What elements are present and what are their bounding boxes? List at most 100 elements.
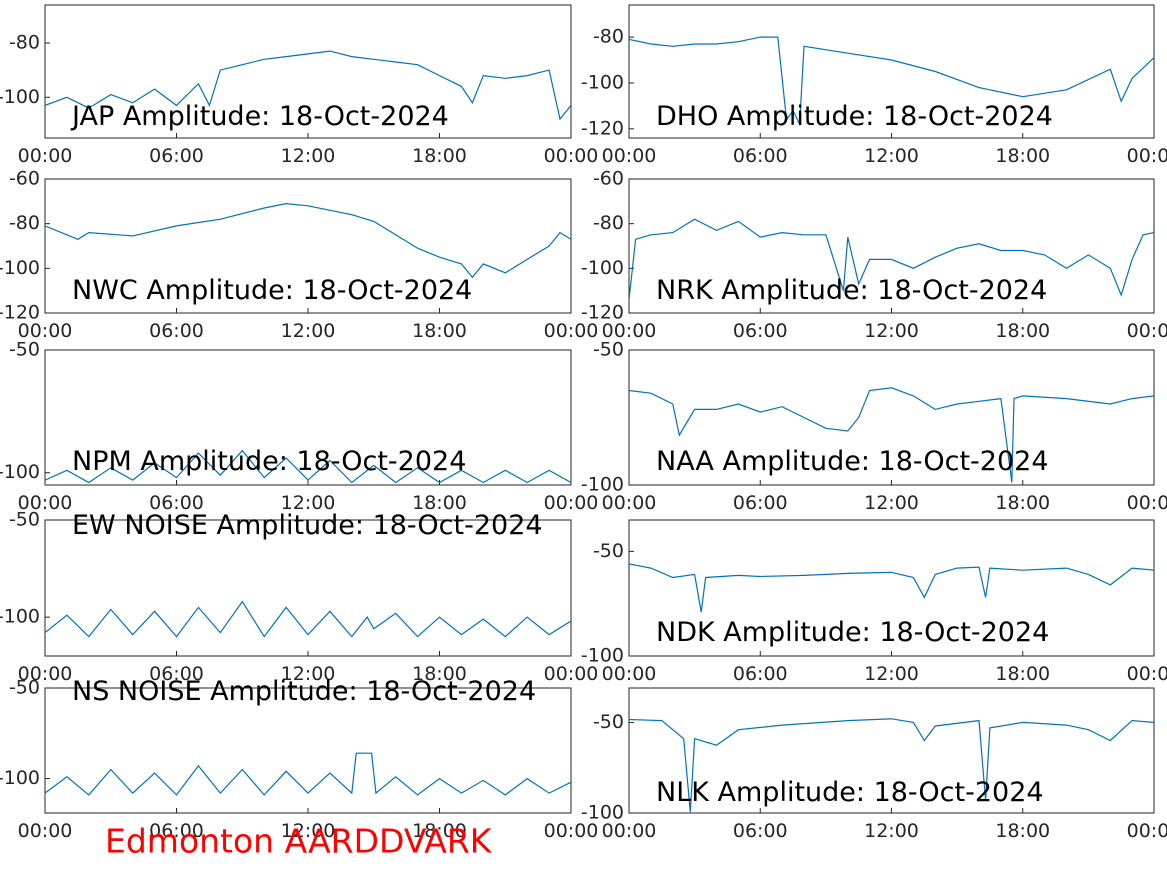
y-tick-label: -80 xyxy=(593,26,624,48)
x-tick-label: 00:00 xyxy=(602,663,657,685)
x-tick-label: 06:00 xyxy=(733,320,788,342)
x-tick-label: 00:00 xyxy=(1127,145,1167,167)
x-tick-label: 00:00 xyxy=(602,820,657,842)
panel-title: NDK Amplitude: 18-Oct-2024 xyxy=(656,617,1049,648)
y-tick-label: -100 xyxy=(0,461,40,483)
panel-title: NPM Amplitude: 18-Oct-2024 xyxy=(72,446,466,477)
x-tick-label: 00:00 xyxy=(1127,320,1167,342)
x-tick-label: 12:00 xyxy=(281,492,336,514)
panel-title: NLK Amplitude: 18-Oct-2024 xyxy=(656,777,1044,808)
panel-title: NAA Amplitude: 18-Oct-2024 xyxy=(656,446,1049,477)
x-tick-label: 12:00 xyxy=(281,663,336,685)
x-tick-label: 00:00 xyxy=(544,320,599,342)
panel-title: NWC Amplitude: 18-Oct-2024 xyxy=(72,275,472,306)
x-tick-label: 00:00 xyxy=(544,492,599,514)
x-tick-label: 12:00 xyxy=(864,820,919,842)
line-series xyxy=(629,718,1154,813)
x-tick-label: 18:00 xyxy=(995,320,1050,342)
x-tick-label: 06:00 xyxy=(149,145,204,167)
y-tick-label: -100 xyxy=(581,645,624,667)
axes-box xyxy=(628,178,1155,314)
y-tick-label: -50 xyxy=(9,339,40,361)
x-tick-label: 18:00 xyxy=(412,145,467,167)
panel-title: NRK Amplitude: 18-Oct-2024 xyxy=(656,275,1047,306)
x-tick-label: 18:00 xyxy=(995,663,1050,685)
x-tick-label: 12:00 xyxy=(864,145,919,167)
y-tick-label: -120 xyxy=(581,117,624,139)
x-tick-label: 18:00 xyxy=(412,820,467,842)
line-series xyxy=(629,36,1154,125)
x-tick-label: 12:00 xyxy=(281,820,336,842)
y-tick-label: -50 xyxy=(593,540,624,562)
x-tick-label: 00:00 xyxy=(1127,820,1167,842)
y-tick-label: -100 xyxy=(0,606,40,628)
line-series xyxy=(45,202,571,279)
axes-box xyxy=(628,519,1155,657)
x-tick-label: 00:00 xyxy=(544,820,599,842)
x-tick-label: 00:00 xyxy=(1127,492,1167,514)
x-tick-label: 06:00 xyxy=(733,663,788,685)
x-tick-label: 12:00 xyxy=(281,145,336,167)
y-tick-label: -80 xyxy=(593,212,624,234)
axes-box xyxy=(628,687,1155,814)
line-series xyxy=(45,752,571,796)
x-tick-label: 18:00 xyxy=(995,145,1050,167)
y-tick-label: -100 xyxy=(0,86,40,108)
x-tick-label: 18:00 xyxy=(412,320,467,342)
y-tick-label: -100 xyxy=(0,767,40,789)
x-tick-label: 06:00 xyxy=(733,820,788,842)
line-series xyxy=(629,387,1154,483)
x-tick-label: 06:00 xyxy=(149,492,204,514)
x-tick-label: 00:00 xyxy=(18,320,73,342)
y-tick-label: -50 xyxy=(9,509,40,531)
x-tick-label: 00:00 xyxy=(1127,663,1167,685)
axes-box xyxy=(44,4,572,139)
y-tick-label: -120 xyxy=(581,302,624,324)
axes-box xyxy=(628,349,1155,486)
x-tick-label: 00:00 xyxy=(18,145,73,167)
panel-title: NS NOISE Amplitude: 18-Oct-2024 xyxy=(72,676,536,707)
axes-box xyxy=(44,178,572,314)
axes-box xyxy=(44,519,572,657)
x-tick-label: 06:00 xyxy=(733,145,788,167)
y-tick-label: -60 xyxy=(593,168,624,190)
panel-title: JAP Amplitude: 18-Oct-2024 xyxy=(70,101,449,132)
x-tick-label: 12:00 xyxy=(864,320,919,342)
y-tick-label: -50 xyxy=(593,711,624,733)
x-tick-label: 06:00 xyxy=(149,663,204,685)
x-tick-label: 00:00 xyxy=(18,820,73,842)
y-tick-label: -60 xyxy=(9,168,40,190)
x-tick-label: 00:00 xyxy=(602,145,657,167)
x-tick-label: 18:00 xyxy=(412,492,467,514)
y-tick-label: -100 xyxy=(581,802,624,824)
x-tick-label: 00:00 xyxy=(602,492,657,514)
x-tick-label: 12:00 xyxy=(864,492,919,514)
x-tick-label: 18:00 xyxy=(995,492,1050,514)
y-tick-label: -100 xyxy=(581,257,624,279)
axes-box xyxy=(628,4,1155,139)
y-tick-label: -80 xyxy=(9,212,40,234)
x-tick-label: 00:00 xyxy=(18,663,73,685)
x-tick-label: 00:00 xyxy=(544,145,599,167)
y-tick-label: -50 xyxy=(9,677,40,699)
y-tick-label: -50 xyxy=(593,339,624,361)
line-series xyxy=(45,449,571,484)
x-tick-label: 06:00 xyxy=(733,492,788,514)
x-tick-label: 00:00 xyxy=(544,663,599,685)
y-tick-label: -100 xyxy=(581,474,624,496)
panel-title: DHO Amplitude: 18-Oct-2024 xyxy=(656,101,1053,132)
line-series xyxy=(629,563,1154,613)
x-tick-label: 18:00 xyxy=(995,820,1050,842)
x-tick-label: 12:00 xyxy=(864,663,919,685)
footer: Edmonton AARDDVARK xyxy=(105,822,493,861)
y-tick-label: -100 xyxy=(581,71,624,93)
line-series xyxy=(45,50,571,121)
line-series xyxy=(629,218,1154,300)
line-series xyxy=(45,600,571,638)
x-tick-label: 00:00 xyxy=(18,492,73,514)
y-tick-label: -120 xyxy=(0,302,40,324)
x-tick-label: 06:00 xyxy=(149,820,204,842)
axes-box xyxy=(44,349,572,486)
y-tick-label: -80 xyxy=(9,32,40,54)
